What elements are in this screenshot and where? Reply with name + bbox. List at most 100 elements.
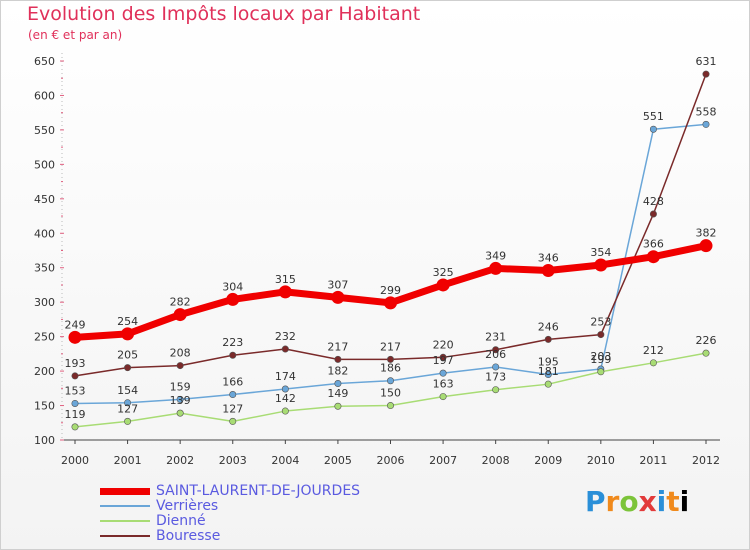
series-point-1 <box>439 369 447 377</box>
data-label-2: 119 <box>65 408 86 421</box>
legend-swatch-2 <box>100 520 150 522</box>
data-label-1: 174 <box>275 370 296 383</box>
x-tick-label: 2002 <box>166 454 194 467</box>
data-label-3: 208 <box>170 347 191 360</box>
data-label-0: 325 <box>433 266 454 279</box>
data-label-2: 142 <box>275 392 296 405</box>
x-tick-label: 2008 <box>482 454 510 467</box>
series-point-0 <box>384 296 397 310</box>
data-label-3: 220 <box>433 338 454 351</box>
series-point-3 <box>281 345 289 353</box>
data-label-1: 197 <box>433 354 454 367</box>
legend-swatch-0 <box>100 488 150 495</box>
series-point-2 <box>544 380 552 388</box>
series-point-0 <box>173 308 187 322</box>
series-point-1 <box>544 371 552 379</box>
series-point-3 <box>544 335 552 343</box>
y-tick-label: 100 <box>34 434 55 447</box>
x-tick-label: 2004 <box>271 454 299 467</box>
y-tick-label: 300 <box>34 296 55 309</box>
data-label-2: 181 <box>538 365 559 378</box>
x-tick-label: 2000 <box>61 454 89 467</box>
data-label-2: 163 <box>433 378 454 391</box>
data-label-2: 150 <box>380 387 401 400</box>
legend-swatch-1 <box>100 505 150 507</box>
series-point-2 <box>649 359 657 367</box>
data-label-1: 558 <box>696 105 717 118</box>
data-label-2: 173 <box>485 371 506 384</box>
data-label-2: 127 <box>222 402 243 415</box>
series-point-0 <box>489 261 503 275</box>
data-label-0: 346 <box>538 251 559 264</box>
series-point-3 <box>124 364 132 372</box>
series-point-2 <box>334 402 342 410</box>
data-label-0: 307 <box>327 278 348 291</box>
series-point-3 <box>439 353 447 361</box>
chart-title: Evolution des Impôts locaux par Habitant <box>27 3 421 25</box>
series-point-1 <box>386 377 394 385</box>
x-tick-label: 2010 <box>587 454 615 467</box>
series-point-0 <box>121 327 135 341</box>
y-tick-label: 200 <box>34 365 55 378</box>
series-point-2 <box>124 417 132 425</box>
y-tick-label: 250 <box>34 331 55 344</box>
y-tick-label: 150 <box>34 400 55 413</box>
series-point-3 <box>492 346 500 354</box>
data-label-3: 246 <box>538 320 559 333</box>
proxiti-logo: Proxiti <box>585 485 690 518</box>
x-tick-label: 2009 <box>534 454 562 467</box>
series-point-2 <box>229 417 237 425</box>
series-point-0 <box>594 258 608 272</box>
data-label-1: 551 <box>643 110 664 123</box>
y-tick-label: 550 <box>34 124 55 137</box>
data-label-1: 203 <box>590 350 611 363</box>
series-point-0 <box>278 285 292 299</box>
data-label-1: 182 <box>327 364 348 377</box>
y-tick-label: 400 <box>34 227 55 240</box>
series-point-1 <box>492 363 500 371</box>
x-tick-label: 2006 <box>377 454 405 467</box>
data-label-3: 217 <box>327 340 348 353</box>
series-point-0 <box>436 278 450 292</box>
series-line-3 <box>74 73 707 377</box>
series-point-1 <box>124 399 132 407</box>
series-point-3 <box>597 331 605 339</box>
data-label-2: 139 <box>170 394 191 407</box>
data-label-3: 217 <box>380 340 401 353</box>
data-label-1: 195 <box>538 356 559 369</box>
series-point-2 <box>597 368 605 376</box>
data-label-2: 149 <box>327 387 348 400</box>
series-point-2 <box>281 407 289 415</box>
data-label-0: 254 <box>117 315 138 328</box>
data-label-0: 282 <box>170 296 191 309</box>
series-point-3 <box>649 210 657 218</box>
y-tick-label: 650 <box>34 55 55 68</box>
series-point-3 <box>176 362 184 370</box>
data-label-0: 382 <box>696 227 717 240</box>
data-label-2: 127 <box>117 402 138 415</box>
legend-label-1: Verrières <box>156 498 219 514</box>
data-label-0: 249 <box>65 318 86 331</box>
data-label-3: 232 <box>275 330 296 343</box>
series-point-2 <box>176 409 184 417</box>
data-label-3: 428 <box>643 195 664 208</box>
data-label-1: 159 <box>170 380 191 393</box>
y-tick-label: 450 <box>34 193 55 206</box>
data-label-2: 212 <box>643 344 664 357</box>
series-point-0 <box>331 290 345 304</box>
series-point-1 <box>281 385 289 393</box>
data-label-2: 226 <box>696 334 717 347</box>
series-point-2 <box>492 386 500 394</box>
y-tick-label: 600 <box>34 89 55 102</box>
x-tick-label: 2005 <box>324 454 352 467</box>
x-tick-label: 2011 <box>639 454 667 467</box>
data-label-1: 206 <box>485 348 506 361</box>
data-label-1: 186 <box>380 362 401 375</box>
data-label-1: 153 <box>65 384 86 397</box>
series-point-1 <box>71 399 79 407</box>
x-tick-label: 2007 <box>429 454 457 467</box>
series-point-0 <box>226 292 240 306</box>
series-point-3 <box>386 355 394 363</box>
data-label-3: 205 <box>117 349 138 362</box>
